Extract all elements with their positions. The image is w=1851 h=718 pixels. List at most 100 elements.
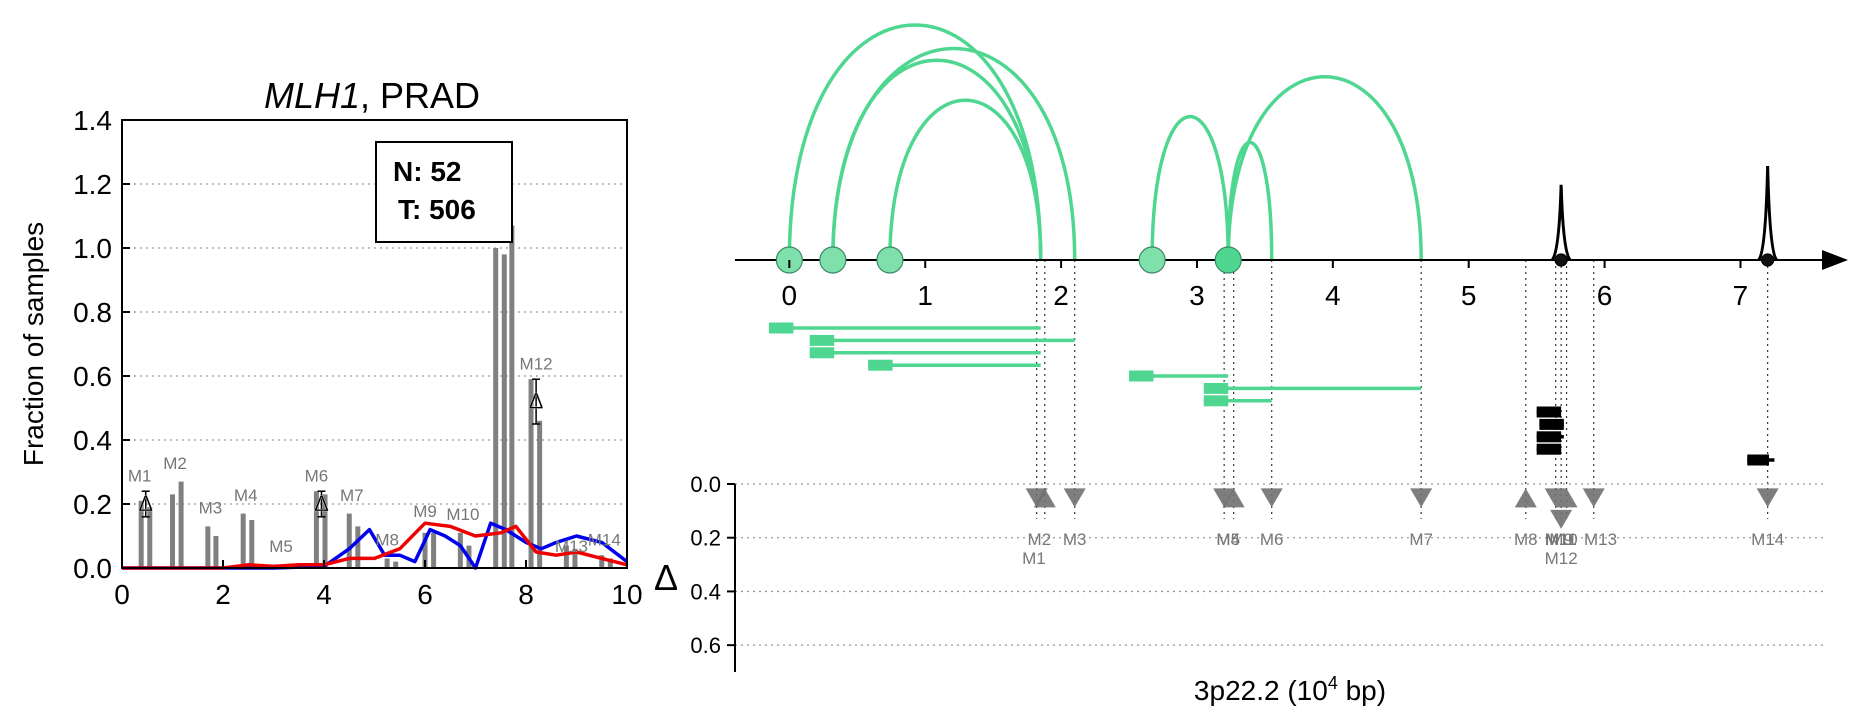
right-marker-label: M12 [1545, 549, 1578, 568]
left-bar [528, 379, 534, 568]
right-triangles [1025, 488, 1779, 529]
right-marker-label: M13 [1584, 530, 1617, 549]
right-delta-triangle [1033, 488, 1056, 508]
right-marker-label: M7 [1409, 530, 1433, 549]
right-interval-head [1536, 406, 1562, 418]
right-delta-tick-label: 0.6 [690, 633, 721, 658]
right-interval-head [1536, 443, 1562, 455]
right-site-circle [1761, 253, 1775, 267]
left-x-tick-label: 8 [518, 579, 534, 610]
right-arc [1226, 75, 1423, 261]
right-delta-triangle [1555, 488, 1578, 508]
right-delta-tick-label: 0.2 [690, 526, 721, 551]
right-x-tick-label: 0 [782, 280, 798, 311]
right-marker-label: M5 [1216, 530, 1240, 549]
left-bar [205, 526, 211, 568]
right-delta-triangle [1213, 488, 1236, 508]
left-bar [138, 500, 144, 568]
right-delta-tick-label: 0.0 [690, 472, 721, 497]
left-bar [346, 513, 352, 568]
right-x-tick-label: 1 [917, 280, 933, 311]
left-bar-label: M13 [555, 537, 588, 556]
left-y-tick-label: 1.4 [73, 105, 112, 136]
left-x-tick-label: 4 [316, 579, 332, 610]
left-x-ticks: 0 2 4 6 8 10 [114, 560, 643, 610]
legend-normal-count: N: 52 [393, 156, 461, 187]
right-spike [1550, 184, 1572, 261]
left-bar-label: M4 [234, 486, 258, 505]
right-marker-label: M10 [1545, 530, 1578, 549]
left-y-ticks: 0.0 0.2 0.4 0.6 0.8 1.0 1.2 1.4 [73, 105, 130, 584]
left-delta-symbol: Δ [138, 491, 153, 516]
right-dotted-connectors [1036, 260, 1769, 519]
left-x-tick-label: 6 [417, 579, 433, 610]
left-y-tick-label: 0.4 [73, 425, 112, 456]
left-bar-label: M14 [588, 531, 621, 550]
left-bar [384, 558, 390, 568]
left-bar [393, 561, 399, 568]
right-delta-ticks: 0.0 0.2 0.4 0.6 [690, 472, 735, 658]
right-marker-label: M11 [1545, 530, 1577, 549]
right-marker-label: M4 [1216, 530, 1240, 549]
right-arc [1150, 114, 1230, 261]
right-delta-triangle [1550, 509, 1573, 529]
left-bar [313, 491, 319, 568]
left-bar-label: M1 [128, 467, 152, 486]
right-marker-label: M2 [1028, 530, 1052, 549]
right-arcs [787, 23, 1423, 261]
right-arc [787, 23, 1043, 261]
right-delta-gridlines [735, 483, 1826, 646]
right-marker-label: M9 [1549, 530, 1573, 549]
right-x-tick-label: 6 [1597, 280, 1613, 311]
right-delta-triangle [1260, 488, 1283, 508]
right-interval-head [1747, 454, 1770, 466]
left-bar [240, 513, 246, 568]
right-marker-label: M8 [1514, 530, 1538, 549]
left-bar-label: M8 [375, 531, 399, 550]
left-bar [422, 532, 428, 568]
right-arc [888, 98, 1043, 261]
left-bar [501, 254, 507, 568]
xlabel-base: 3p22.2 (10 [1194, 675, 1328, 706]
right-interval-head [1203, 382, 1229, 394]
left-x-tick-label: 2 [215, 579, 231, 610]
right-interval-head [1203, 395, 1229, 407]
left-bar [537, 420, 543, 568]
right-spike [1757, 165, 1778, 261]
right-site-circle [819, 246, 847, 274]
left-bar [178, 481, 184, 568]
right-delta-triangle [1222, 488, 1245, 508]
left-x-tick-label: 10 [611, 579, 642, 610]
right-x-tick-label: 4 [1325, 280, 1341, 311]
left-bar-label: M5 [269, 537, 293, 556]
title-gene: MLH1 [264, 75, 360, 116]
sample-count-legend: N: 52 T: 506 [375, 141, 513, 243]
left-panel: MLH1, PRAD M1 M2 M3 M4 M5 M6 M7 M8 M9 M10 M12 M13 M1… [18, 75, 643, 610]
right-delta-tick-label: 0.4 [690, 579, 721, 604]
right-marker-label: M14 [1751, 530, 1784, 549]
right-delta-triangle [1756, 488, 1779, 508]
left-bar [572, 548, 578, 568]
right-arc [1226, 141, 1274, 261]
right-circles [775, 246, 1775, 274]
left-bar [355, 526, 361, 568]
left-series-line [122, 521, 628, 570]
left-bar [147, 507, 153, 568]
left-bar-label: M2 [163, 454, 187, 473]
right-delta-triangle [1544, 488, 1567, 508]
right-interval-head [809, 347, 835, 359]
right-delta-triangle [1514, 488, 1537, 508]
right-interval-head [1129, 370, 1154, 382]
right-marker-label: M1 [1022, 549, 1046, 568]
xlabel-exponent: 4 [1328, 673, 1338, 693]
left-delta-markers: Δ Δ Δ [138, 378, 544, 518]
left-bar-label: M3 [199, 499, 223, 518]
delta-axis-label: Δ [654, 557, 678, 598]
right-delta-triangle [1063, 488, 1086, 508]
left-bar-label: M7 [340, 486, 364, 505]
right-x-tick-label: 3 [1189, 280, 1205, 311]
right-x-tick-label: 7 [1733, 280, 1749, 311]
left-bar [457, 532, 463, 568]
legend-tumor-count: T: 506 [398, 194, 476, 225]
